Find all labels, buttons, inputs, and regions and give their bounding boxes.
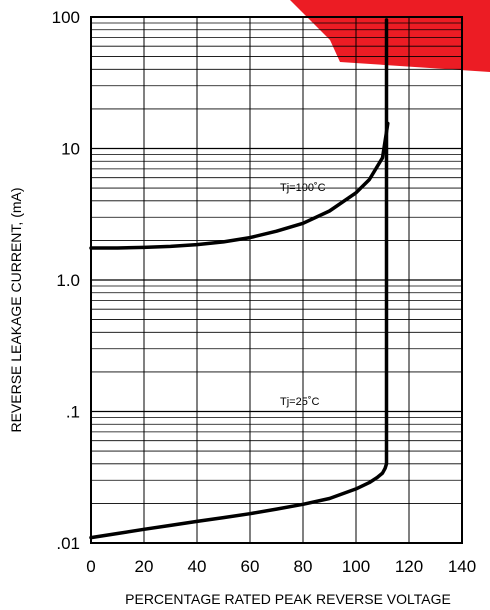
- x-axis-title: PERCENTAGE RATED PEAK REVERSE VOLTAGE: [125, 591, 451, 607]
- series-labels: Tj=100˚C Tj=25˚C: [280, 182, 326, 408]
- watermark-logo: [290, 0, 490, 72]
- x-tick-label: 40: [188, 557, 207, 576]
- y-tick-label: 10: [61, 140, 80, 159]
- x-tick-labels: 0 20 40 60 80 100 120 140: [86, 557, 476, 576]
- x-tick-label: 120: [395, 557, 423, 576]
- x-tick-label: 0: [86, 557, 95, 576]
- x-tick-label: 140: [448, 557, 476, 576]
- curves: [89, 18, 390, 540]
- grid-lines: [91, 17, 462, 543]
- x-tick-label: 100: [342, 557, 370, 576]
- y-tick-labels: .01 .1 1.0 10 100: [52, 8, 80, 553]
- series-line-0: [89, 121, 390, 250]
- y-tick-label: .01: [56, 534, 80, 553]
- plot-frame: [90, 16, 463, 544]
- x-tick-label: 20: [135, 557, 154, 576]
- y-tick-label: .1: [66, 403, 80, 422]
- series-line-1: [89, 18, 389, 540]
- series-label-1: Tj=25˚C: [280, 396, 319, 408]
- series-label-0: Tj=100˚C: [280, 182, 326, 194]
- x-tick-label: 60: [241, 557, 260, 576]
- x-tick-label: 80: [294, 557, 313, 576]
- y-tick-label: 100: [52, 8, 80, 27]
- y-tick-label: 1.0: [56, 271, 80, 290]
- y-axis-title: REVERSE LEAKAGE CURRENT, (mA): [8, 187, 24, 432]
